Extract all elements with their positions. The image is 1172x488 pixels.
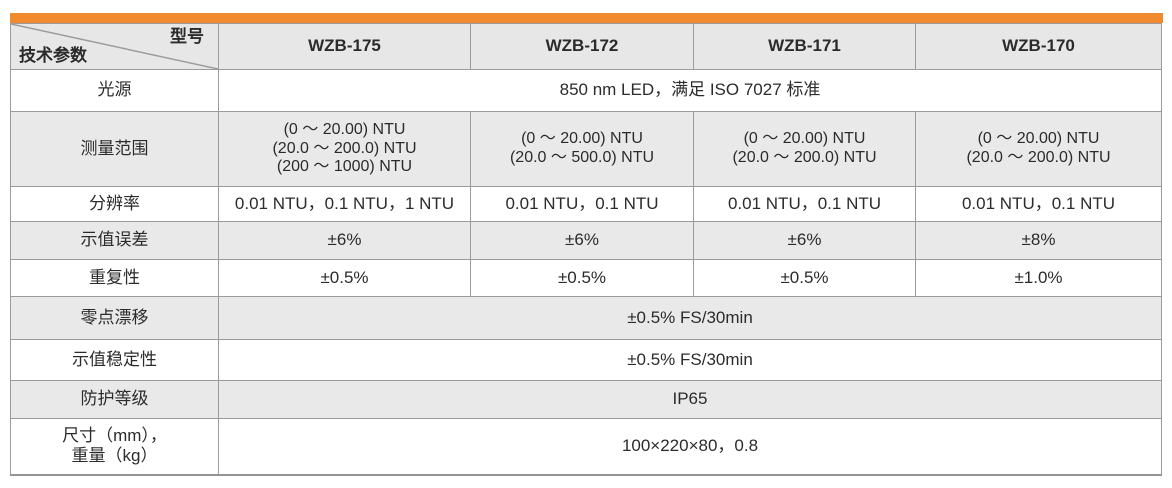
- cell-resolution-wzb-172: 0.01 NTU，0.1 NTU: [470, 186, 694, 222]
- cell-indication-stability: ±0.5% FS/30min: [218, 339, 1162, 381]
- row-light-source: 光源 850 nm LED，满足 ISO 7027 标准: [10, 69, 1162, 112]
- cell-protection-rating: IP65: [218, 380, 1162, 419]
- model-header-wzb-171: WZB-171: [693, 23, 916, 70]
- row-label-resolution: 分辨率: [10, 186, 219, 222]
- row-indication-error: 示值误差 ±6% ±6% ±6% ±8%: [10, 221, 1162, 260]
- cell-repeatability-wzb-170: ±1.0%: [915, 259, 1162, 297]
- cell-repeatability-wzb-171: ±0.5%: [693, 259, 916, 297]
- row-indication-stability: 示值稳定性 ±0.5% FS/30min: [10, 339, 1162, 381]
- row-repeatability: 重复性 ±0.5% ±0.5% ±0.5% ±1.0%: [10, 259, 1162, 297]
- accent-bar: [10, 13, 1163, 23]
- row-label-indication-error: 示值误差: [10, 221, 219, 260]
- row-label-dimensions-weight: 尺寸（mm）， 重量（kg）: [10, 418, 219, 475]
- row-measuring-range: 测量范围 (0 ～ 20.00) NTU (20.0 ～ 200.0) NTU …: [10, 111, 1162, 187]
- cell-error-wzb-170: ±8%: [915, 221, 1162, 260]
- model-header-wzb-170: WZB-170: [915, 23, 1162, 70]
- row-label-light-source: 光源: [10, 69, 219, 112]
- diagonal-line: [11, 24, 218, 69]
- cell-range-wzb-171: (0 ～ 20.00) NTU (20.0 ～ 200.0) NTU: [693, 111, 916, 187]
- cell-range-wzb-172: (0 ～ 20.00) NTU (20.0 ～ 500.0) NTU: [470, 111, 694, 187]
- model-header-wzb-172: WZB-172: [470, 23, 694, 70]
- corner-label-model: 型号: [170, 27, 204, 46]
- cell-repeatability-wzb-175: ±0.5%: [218, 259, 471, 297]
- cell-light-source: 850 nm LED，满足 ISO 7027 标准: [218, 69, 1162, 112]
- spec-table: 型号 技术参数 WZB-175 WZB-172 WZB-171 WZB-170 …: [10, 23, 1162, 476]
- cell-resolution-wzb-175: 0.01 NTU，0.1 NTU，1 NTU: [218, 186, 471, 222]
- cell-resolution-wzb-170: 0.01 NTU，0.1 NTU: [915, 186, 1162, 222]
- row-label-zero-drift: 零点漂移: [10, 296, 219, 340]
- header-row: 型号 技术参数 WZB-175 WZB-172 WZB-171 WZB-170: [10, 23, 1162, 70]
- model-header-wzb-175: WZB-175: [218, 23, 471, 70]
- corner-label-tech-params: 技术参数: [19, 45, 87, 65]
- cell-error-wzb-172: ±6%: [470, 221, 694, 260]
- row-label-protection-rating: 防护等级: [10, 380, 219, 419]
- row-resolution: 分辨率 0.01 NTU，0.1 NTU，1 NTU 0.01 NTU，0.1 …: [10, 186, 1162, 222]
- cell-error-wzb-175: ±6%: [218, 221, 471, 260]
- cell-dimensions-weight: 100×220×80，0.8: [218, 418, 1162, 475]
- corner-cell: 型号 技术参数: [10, 23, 219, 70]
- cell-error-wzb-171: ±6%: [693, 221, 916, 260]
- row-dimensions-weight: 尺寸（mm）， 重量（kg） 100×220×80，0.8: [10, 418, 1162, 475]
- row-label-measuring-range: 测量范围: [10, 111, 219, 187]
- row-protection-rating: 防护等级 IP65: [10, 380, 1162, 419]
- row-label-indication-stability: 示值稳定性: [10, 339, 219, 381]
- row-label-repeatability: 重复性: [10, 259, 219, 297]
- cell-zero-drift: ±0.5% FS/30min: [218, 296, 1162, 340]
- cell-range-wzb-170: (0 ～ 20.00) NTU (20.0 ～ 200.0) NTU: [915, 111, 1162, 187]
- cell-repeatability-wzb-172: ±0.5%: [470, 259, 694, 297]
- cell-range-wzb-175: (0 ～ 20.00) NTU (20.0 ～ 200.0) NTU (200 …: [218, 111, 471, 187]
- row-zero-drift: 零点漂移 ±0.5% FS/30min: [10, 296, 1162, 340]
- cell-resolution-wzb-171: 0.01 NTU，0.1 NTU: [693, 186, 916, 222]
